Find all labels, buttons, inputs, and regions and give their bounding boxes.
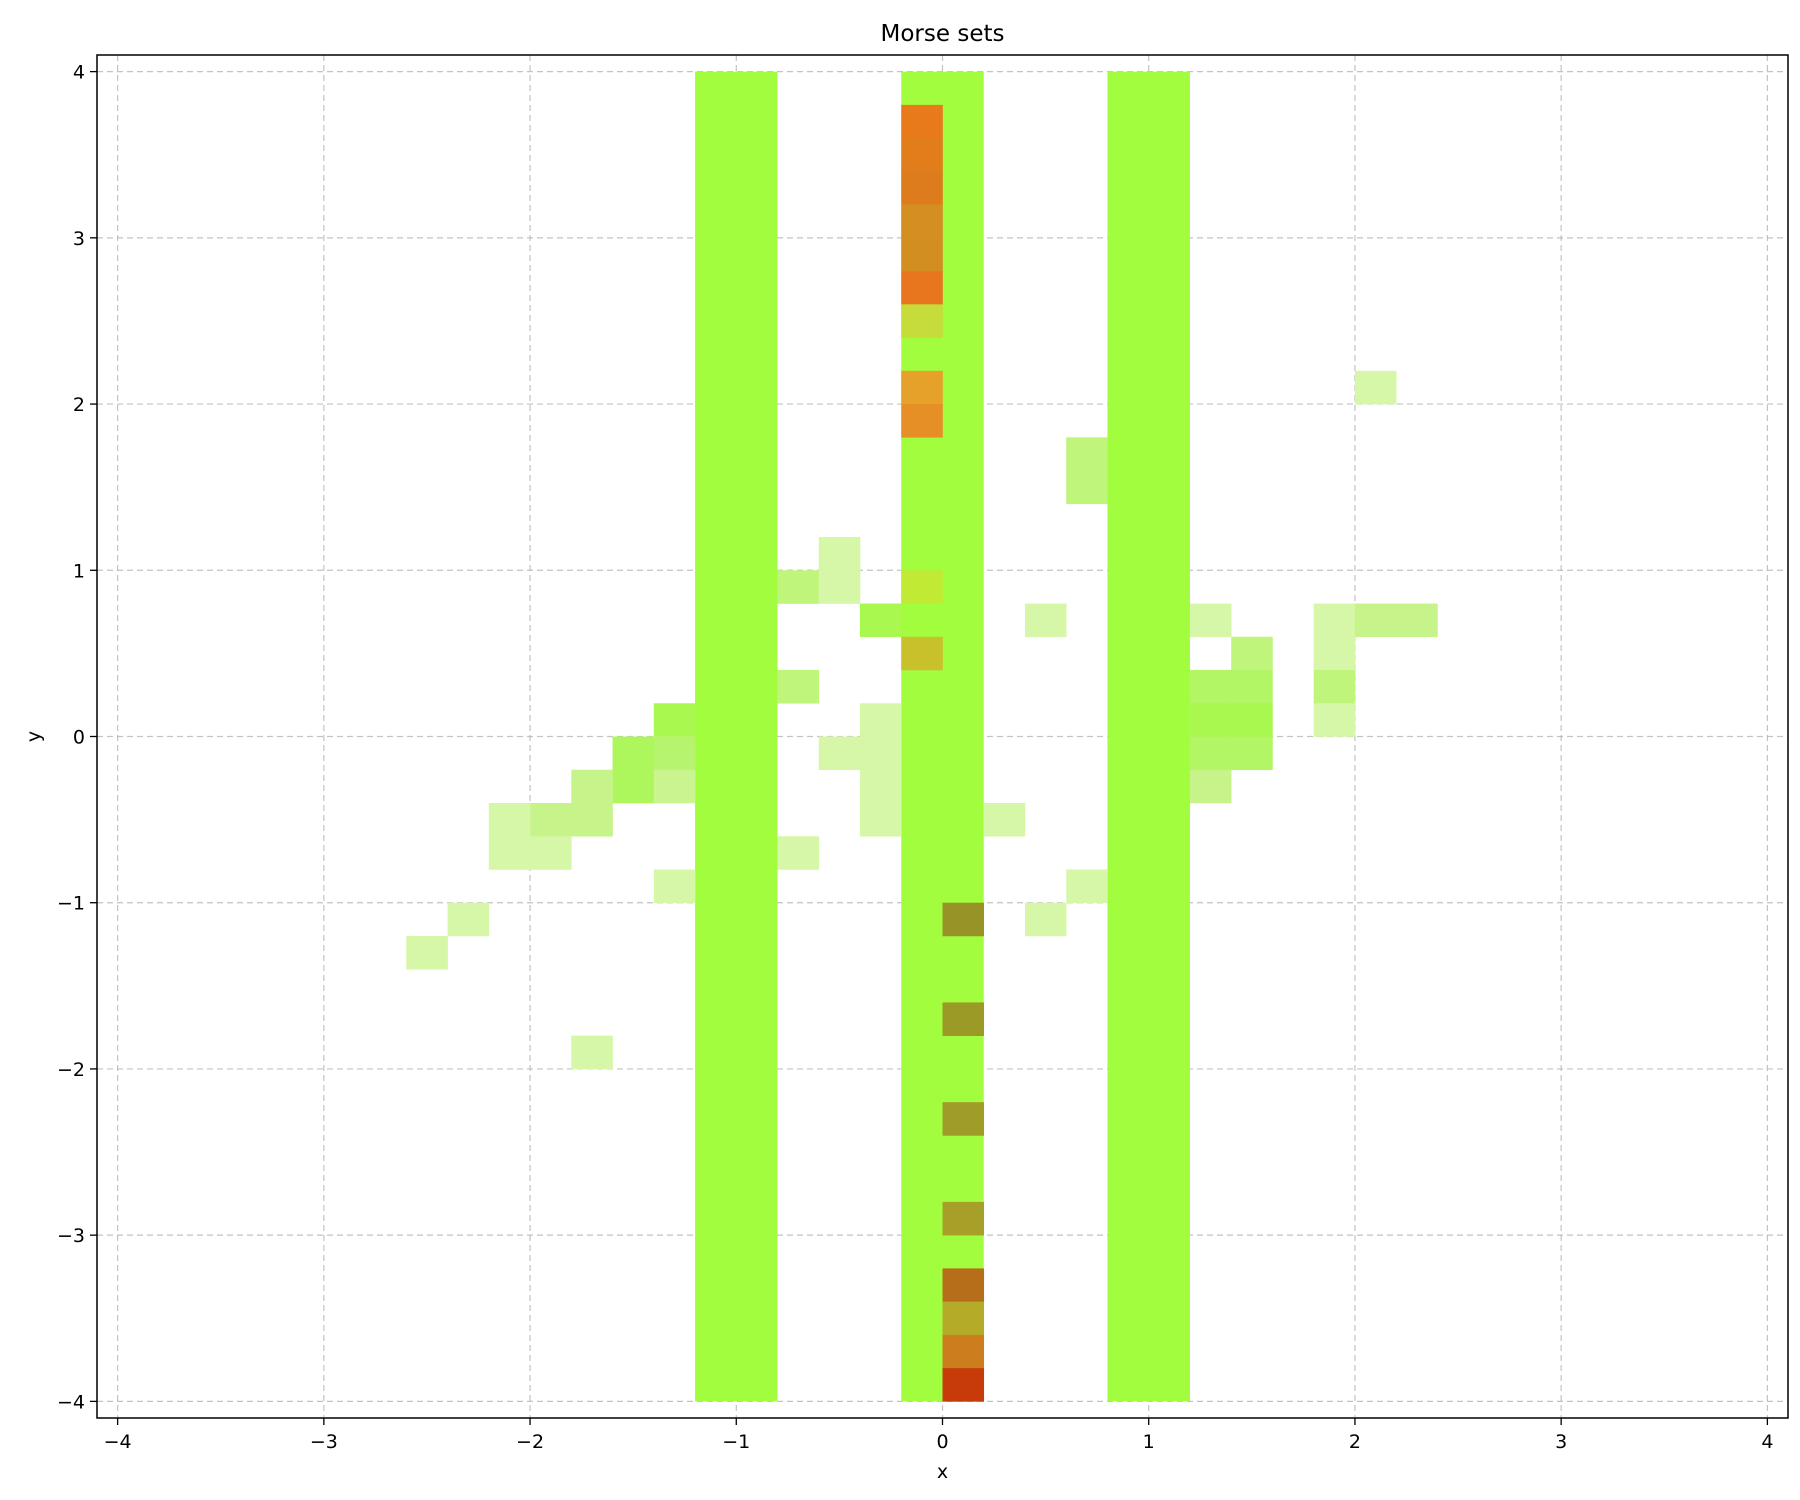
morse-cell bbox=[1231, 670, 1273, 704]
morse-cell bbox=[860, 769, 902, 804]
x-tick-label: −3 bbox=[310, 1431, 338, 1453]
y-tick-label: 0 bbox=[73, 727, 85, 749]
morse-band bbox=[1107, 71, 1190, 1402]
y-tick-label: −4 bbox=[57, 1391, 85, 1413]
morse-cell bbox=[901, 636, 943, 671]
morse-cell bbox=[901, 204, 943, 239]
morse-cell bbox=[1313, 670, 1356, 704]
morse-cell bbox=[818, 570, 861, 604]
morse-cell bbox=[901, 237, 943, 272]
x-tick-label: −2 bbox=[516, 1431, 544, 1453]
morse-cell bbox=[860, 802, 902, 837]
morse-cell bbox=[901, 404, 943, 438]
morse-cell bbox=[1189, 736, 1232, 771]
x-tick-label: 3 bbox=[1555, 1431, 1567, 1453]
morse-cell bbox=[901, 304, 943, 338]
morse-cell bbox=[818, 736, 861, 771]
morse-cell bbox=[1396, 603, 1438, 638]
morse-cell bbox=[777, 836, 820, 870]
morse-cell bbox=[1231, 636, 1273, 671]
morse-cell bbox=[860, 603, 902, 638]
morse-cell bbox=[942, 1201, 985, 1236]
morse-cell bbox=[942, 1268, 985, 1302]
y-tick-label: −1 bbox=[57, 893, 85, 915]
morse-cell bbox=[901, 271, 943, 305]
morse-cell bbox=[1313, 636, 1356, 671]
morse-cell bbox=[488, 802, 531, 837]
morse-cell bbox=[1354, 603, 1397, 638]
morse-cell bbox=[777, 670, 820, 704]
morse-cell bbox=[447, 902, 490, 937]
x-tick-label: 2 bbox=[1349, 1431, 1361, 1453]
morse-cell bbox=[1189, 769, 1232, 804]
morse-cell bbox=[1354, 370, 1397, 405]
morse-cell bbox=[1189, 703, 1232, 737]
y-axis-label: y bbox=[23, 731, 45, 742]
morse-cell bbox=[1189, 670, 1232, 704]
morse-cell bbox=[653, 869, 696, 904]
morse-cell bbox=[1024, 603, 1067, 638]
y-tick-label: 1 bbox=[73, 560, 85, 582]
plot-frame bbox=[96, 54, 1789, 1419]
x-tick-label: 4 bbox=[1761, 1431, 1773, 1453]
morse-cell bbox=[860, 736, 902, 771]
y-tick-label: 3 bbox=[73, 228, 85, 250]
morse-cell bbox=[901, 171, 943, 205]
x-tick-label: 1 bbox=[1143, 1431, 1155, 1453]
morse-band bbox=[695, 71, 778, 1402]
morse-cell bbox=[653, 769, 696, 804]
morse-cell bbox=[530, 836, 572, 870]
morse-cell bbox=[901, 370, 943, 405]
morse-cell bbox=[942, 1102, 985, 1136]
morse-cell bbox=[942, 1334, 985, 1369]
morse-cell bbox=[942, 902, 985, 937]
x-tick-label: −1 bbox=[722, 1431, 750, 1453]
morse-cell bbox=[777, 570, 820, 604]
morse-cell bbox=[860, 703, 902, 737]
morse-cell bbox=[1231, 703, 1273, 737]
morse-cell bbox=[1066, 470, 1108, 505]
morse-cell bbox=[406, 935, 448, 970]
morse-cell bbox=[942, 1368, 985, 1402]
x-axis-label: x bbox=[937, 1461, 948, 1483]
x-tick-label: 0 bbox=[936, 1431, 948, 1453]
morse-cell bbox=[653, 703, 696, 737]
y-tick-label: −3 bbox=[57, 1225, 85, 1247]
axis-ticks: −4 −3 −2 −1 0 1 2 3 4 −4 −3 −2 −1 0 1 2 3 4 bbox=[57, 62, 1773, 1453]
morse-cell bbox=[571, 1035, 613, 1070]
morse-cell bbox=[901, 104, 943, 139]
morse-cell bbox=[612, 736, 655, 771]
morse-cell bbox=[571, 802, 613, 837]
morse-cell bbox=[1189, 603, 1232, 638]
morse-cell bbox=[653, 736, 696, 771]
morse-cell bbox=[1066, 437, 1108, 471]
morse-cell bbox=[818, 537, 861, 571]
x-tick-label: −4 bbox=[104, 1431, 132, 1453]
morse-cell bbox=[901, 570, 943, 604]
y-tick-label: 4 bbox=[73, 62, 85, 84]
morse-cell bbox=[1313, 703, 1356, 737]
morse-cell bbox=[1231, 736, 1273, 771]
morse-cell bbox=[488, 836, 531, 870]
chart-title: Morse sets bbox=[881, 21, 1005, 47]
morse-cell bbox=[1313, 603, 1356, 638]
morse-cell bbox=[942, 1301, 985, 1336]
morse-cell bbox=[1066, 869, 1108, 904]
morse-cell bbox=[612, 769, 655, 804]
morse-cell bbox=[571, 769, 613, 804]
morse-cell bbox=[1024, 902, 1067, 937]
morse-cell bbox=[942, 1002, 985, 1036]
morse-cell bbox=[983, 802, 1026, 837]
y-tick-label: −2 bbox=[57, 1059, 85, 1081]
morse-cells bbox=[406, 104, 1438, 1402]
morse-cell bbox=[530, 802, 572, 837]
morse-cell bbox=[901, 138, 943, 172]
y-tick-label: 2 bbox=[73, 394, 85, 416]
